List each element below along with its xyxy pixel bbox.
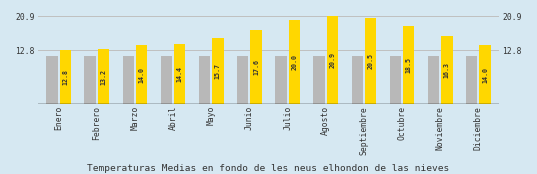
Bar [428,56,439,104]
Bar [480,45,491,104]
Text: 20.0: 20.0 [291,54,297,70]
Bar [136,45,147,104]
Text: Temperaturas Medias en fondo de les neus elhondon de las nieves: Temperaturas Medias en fondo de les neus… [88,164,449,173]
Text: 12.8: 12.8 [62,69,68,85]
Bar [365,18,376,104]
Bar [199,56,211,104]
Text: 20.5: 20.5 [368,53,374,69]
Bar [237,56,249,104]
Bar [275,56,287,104]
Bar [403,26,415,104]
Bar [161,56,172,104]
Bar [352,56,363,104]
Bar [326,16,338,104]
Text: 14.0: 14.0 [139,67,144,83]
Text: 16.3: 16.3 [444,62,450,78]
Text: 20.9: 20.9 [329,52,336,68]
Bar [390,56,401,104]
Text: 14.4: 14.4 [177,66,183,82]
Bar [98,49,109,104]
Text: 17.6: 17.6 [253,59,259,75]
Text: 15.7: 15.7 [215,63,221,79]
Bar [46,56,57,104]
Bar [212,38,223,104]
Bar [288,20,300,104]
Bar [84,56,96,104]
Bar [314,56,325,104]
Bar [441,36,453,104]
Bar [250,30,262,104]
Bar [122,56,134,104]
Text: 13.2: 13.2 [100,69,106,85]
Bar [466,56,477,104]
Text: 18.5: 18.5 [406,57,412,73]
Text: 14.0: 14.0 [482,67,488,83]
Bar [60,50,71,104]
Bar [174,44,185,104]
